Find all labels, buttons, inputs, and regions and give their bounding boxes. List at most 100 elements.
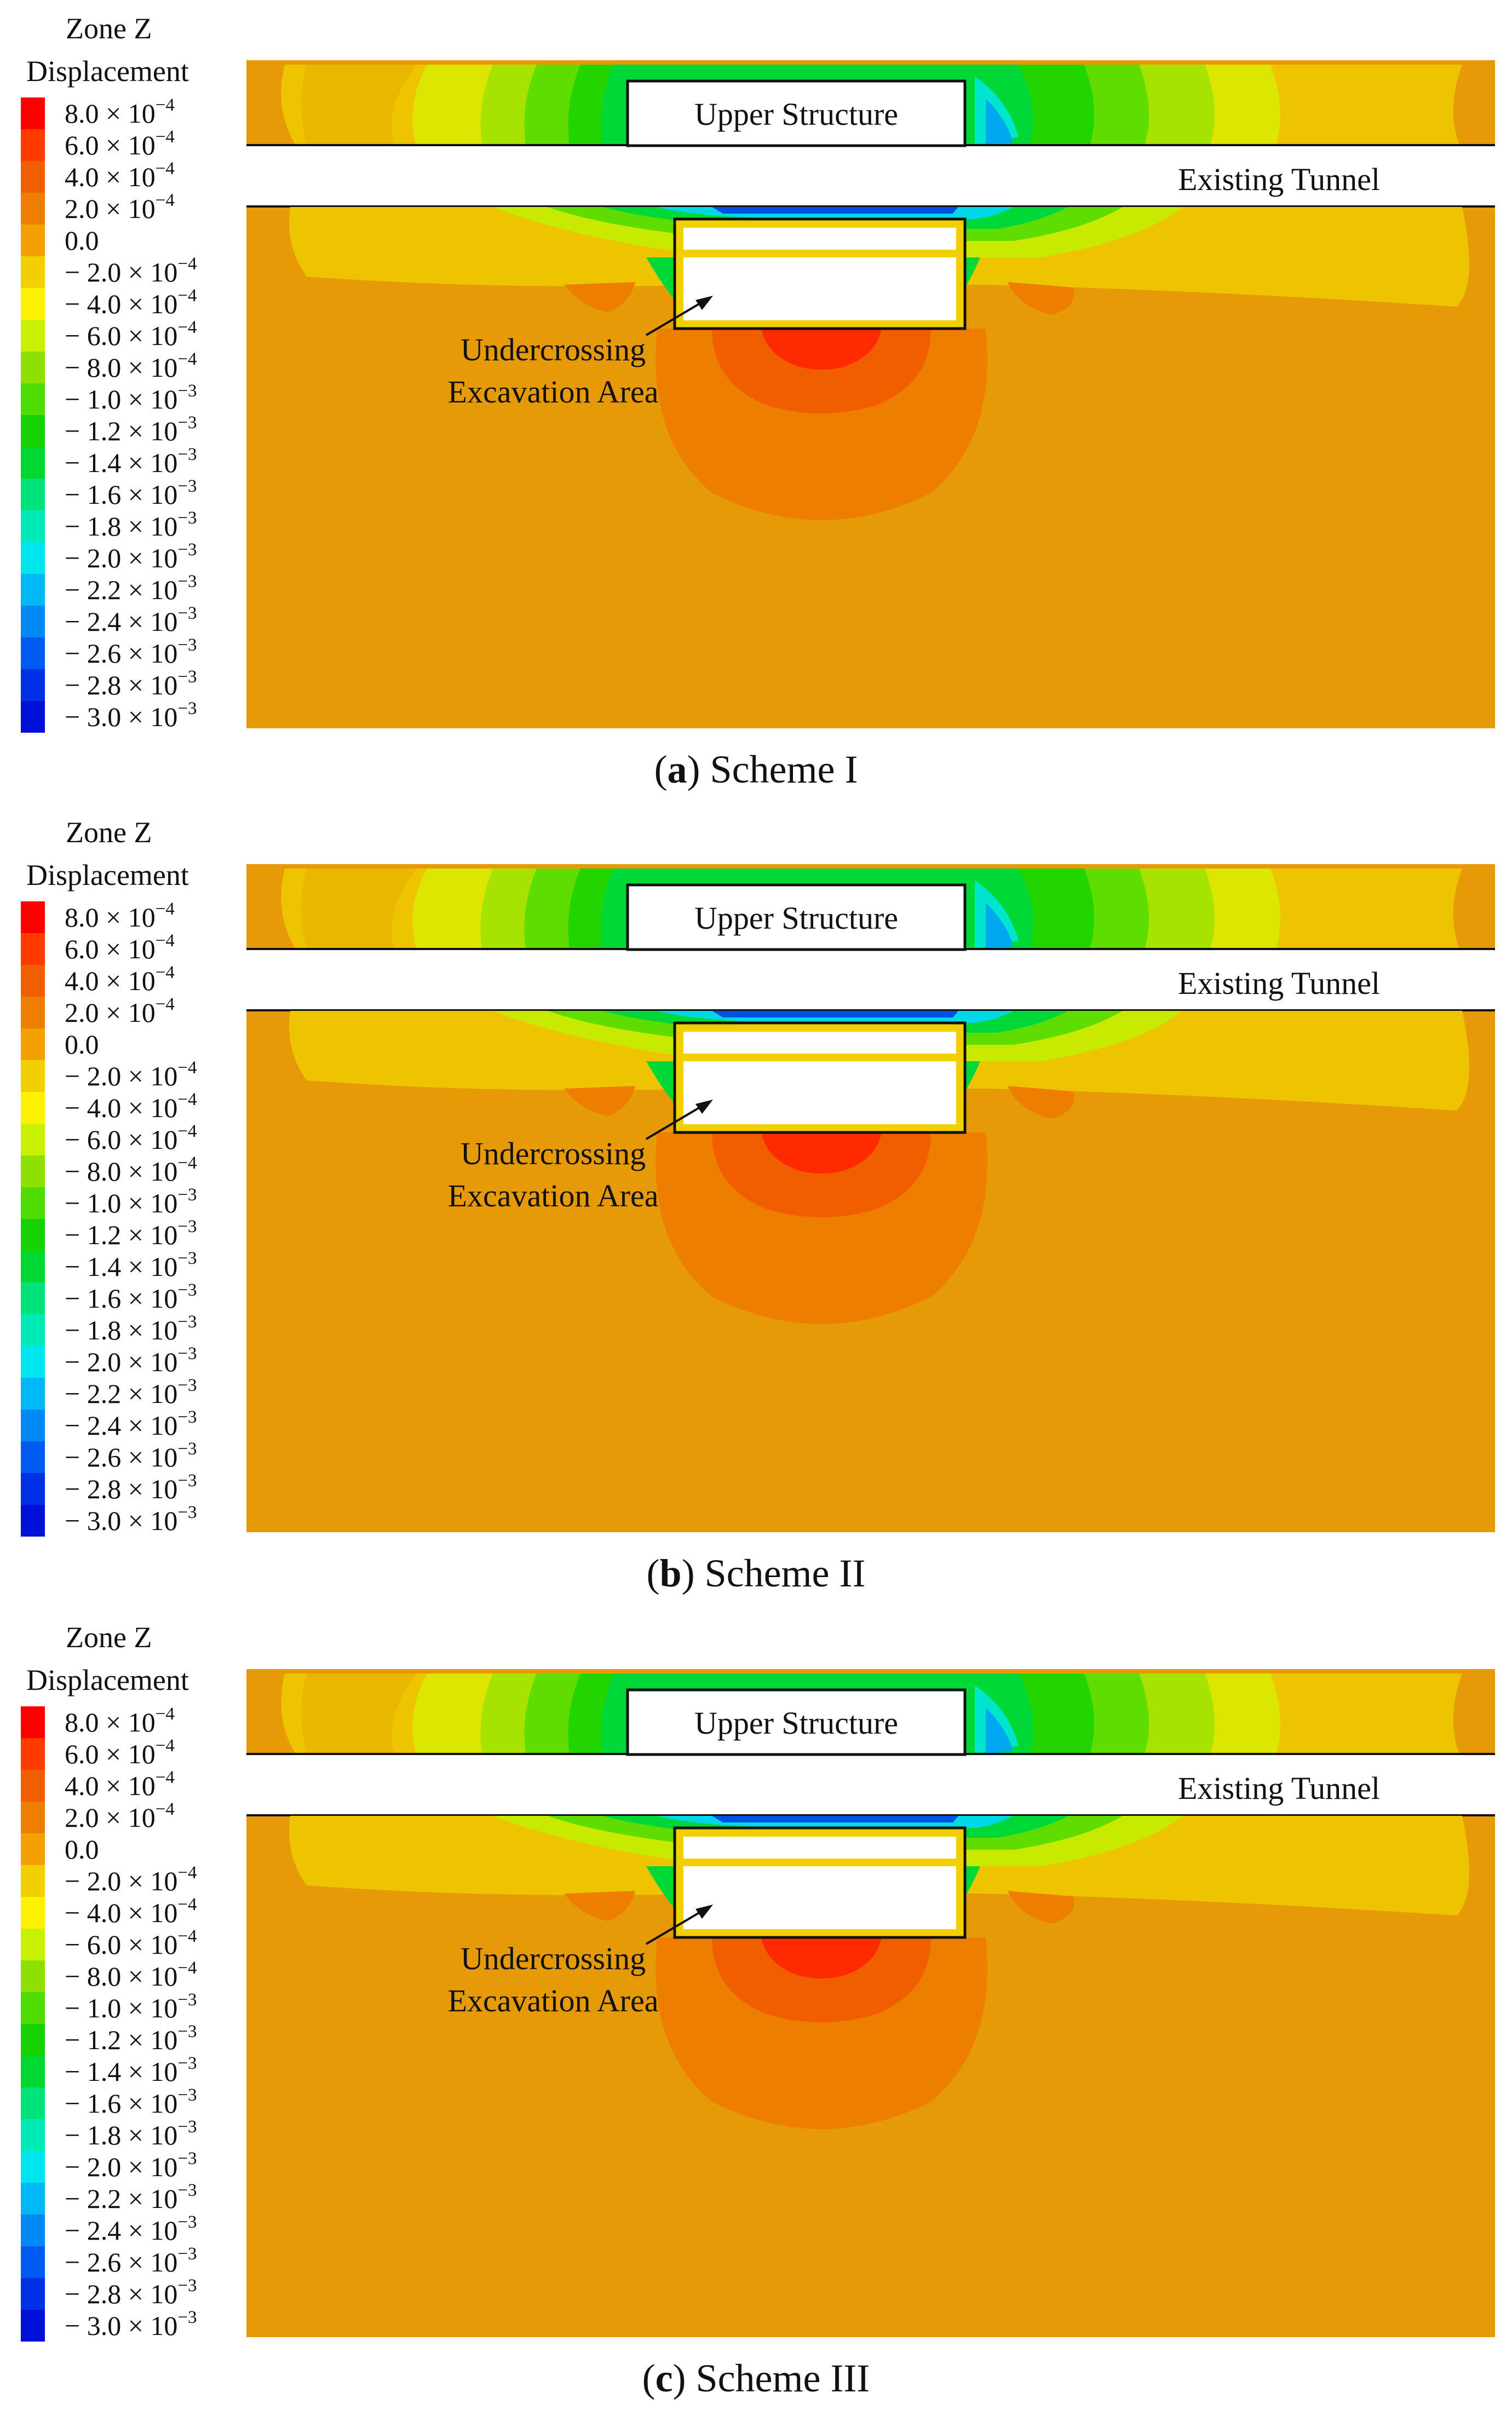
legend-tick: − 2.6 × 10−3 bbox=[65, 1440, 197, 1473]
legend-swatch bbox=[21, 1897, 45, 1929]
legend-tick-exponent: −3 bbox=[177, 2085, 197, 2105]
legend-swatch bbox=[21, 288, 45, 320]
legend-tick-times: × 10 bbox=[128, 1347, 178, 1377]
legend-swatch bbox=[21, 383, 45, 415]
legend-tick: − 2.2 × 10−3 bbox=[65, 573, 197, 606]
legend-tick-exponent: −3 bbox=[177, 445, 197, 464]
legend-tick-times: × 10 bbox=[128, 1156, 178, 1187]
legend-swatch bbox=[21, 415, 45, 447]
legend-tick: − 1.4 × 10−3 bbox=[65, 2054, 197, 2087]
legend-tick-times: × 10 bbox=[128, 1866, 178, 1896]
legend-tick-exponent: −3 bbox=[177, 2308, 197, 2327]
legend-tick-mantissa: − 8.0 bbox=[65, 1961, 122, 1992]
legend-swatch bbox=[21, 1992, 45, 2024]
legend-tick-times: × 10 bbox=[128, 1061, 178, 1091]
scheme-panel-a: Zone Z Displacement 8.0 × 10−4 6.0 × 10−4… bbox=[0, 0, 1512, 805]
legend-tick: − 2.0 × 10−3 bbox=[65, 541, 197, 574]
legend-swatch bbox=[21, 2278, 45, 2310]
legend-tick: − 1.2 × 10−3 bbox=[65, 414, 197, 447]
legend-tick-times: × 10 bbox=[128, 574, 178, 605]
existing-tunnel-void bbox=[246, 145, 1495, 206]
legend-tick-mantissa: − 1.6 bbox=[65, 479, 122, 510]
legend-tick-times: × 10 bbox=[106, 997, 156, 1028]
legend-swatch bbox=[21, 1738, 45, 1770]
legend-tick-times: × 10 bbox=[128, 2120, 178, 2150]
legend-tick-mantissa: − 2.0 bbox=[65, 1866, 122, 1896]
legend-tick-mantissa: 0.0 bbox=[65, 1834, 99, 1865]
legend-tick-exponent: −4 bbox=[177, 349, 197, 369]
excavation-arrow bbox=[645, 1905, 713, 1945]
legend-tick-mantissa: − 6.0 bbox=[65, 320, 122, 351]
upper-structure-label: Upper Structure bbox=[694, 900, 898, 936]
upper-structure-box bbox=[626, 79, 967, 147]
displacement-contour-field: Upper Structure Existing Tunnel Undercro… bbox=[246, 1669, 1495, 2337]
existing-tunnel-label: Existing Tunnel bbox=[1178, 965, 1380, 1001]
legend-tick-times: × 10 bbox=[128, 1505, 178, 1536]
legend-swatch bbox=[21, 129, 45, 161]
legend-tick-times: × 10 bbox=[128, 1092, 178, 1123]
legend-tick-exponent: −3 bbox=[177, 1471, 197, 1491]
legend-tick-exponent: −3 bbox=[177, 1376, 197, 1395]
legend-tick-mantissa: − 2.6 bbox=[65, 2247, 122, 2277]
legend-tick: − 6.0 × 10−4 bbox=[65, 1928, 197, 1960]
legend-tick-mantissa: − 2.2 bbox=[65, 2183, 122, 2214]
legend-tick-mantissa: − 8.0 bbox=[65, 1156, 122, 1187]
legend-tick-exponent: −3 bbox=[177, 2054, 197, 2073]
legend-swatch bbox=[21, 1187, 45, 1219]
legend-tick-mantissa: − 1.8 bbox=[65, 2120, 122, 2150]
legend-tick-mantissa: − 2.2 bbox=[65, 574, 122, 605]
legend-tick: − 2.4 × 10−3 bbox=[65, 605, 197, 637]
legend-tick: 0.0 bbox=[65, 1028, 99, 1060]
legend-tick-mantissa: − 8.0 bbox=[65, 352, 122, 383]
panel-caption: (b) Scheme II bbox=[646, 1551, 866, 1595]
legend-tick-mantissa: − 2.2 bbox=[65, 1378, 122, 1409]
legend-tick-times: × 10 bbox=[106, 965, 156, 996]
legend-tick: − 4.0 × 10−4 bbox=[65, 1896, 197, 1929]
legend-swatch bbox=[21, 1960, 45, 1992]
legend-tick-exponent: −3 bbox=[177, 476, 197, 496]
excavation-label-line2: Excavation Area bbox=[448, 1178, 659, 1213]
excavation-label-line2: Excavation Area bbox=[448, 1983, 659, 2018]
legend-title: Zone Z bbox=[66, 1621, 152, 1654]
legend-swatch bbox=[21, 2151, 45, 2183]
legend-swatch bbox=[21, 1441, 45, 1473]
legend-swatch bbox=[21, 2024, 45, 2056]
excavation-label-line1: Undercrossing bbox=[461, 1136, 646, 1171]
legend-tick-mantissa: 8.0 bbox=[65, 902, 99, 933]
legend-tick-exponent: −3 bbox=[177, 2117, 197, 2137]
displacement-contour-field: Upper Structure Existing Tunnel Undercro… bbox=[246, 864, 1495, 1532]
legend-tick-mantissa: 2.0 bbox=[65, 193, 99, 224]
legend-tick-mantissa: 6.0 bbox=[65, 934, 99, 964]
legend-swatch bbox=[21, 901, 45, 933]
legend-tick: − 2.0 × 10−4 bbox=[65, 1864, 197, 1897]
legend-swatch bbox=[21, 510, 45, 542]
legend-tick-times: × 10 bbox=[128, 638, 178, 669]
legend-tick-mantissa: 4.0 bbox=[65, 1770, 99, 1801]
legend-tick-exponent: −3 bbox=[177, 1407, 197, 1427]
legend-tick-times: × 10 bbox=[128, 543, 178, 573]
legend-tick-mantissa: − 6.0 bbox=[65, 1929, 122, 1960]
legend-title: Zone Z bbox=[66, 12, 152, 45]
legend-tick-times: × 10 bbox=[128, 1993, 178, 2023]
legend-tick-mantissa: − 3.0 bbox=[65, 701, 122, 732]
panel-letter: a bbox=[667, 747, 687, 791]
legend-tick-exponent: −3 bbox=[177, 1217, 197, 1236]
legend-tick: − 2.6 × 10−3 bbox=[65, 636, 197, 669]
legend-tick-times: × 10 bbox=[128, 1474, 178, 1504]
legend-tick-exponent: −3 bbox=[177, 2276, 197, 2296]
legend-tick: − 2.0 × 10−3 bbox=[65, 1345, 197, 1378]
excavation-label-line1: Undercrossing bbox=[461, 332, 646, 367]
legend-tick-times: × 10 bbox=[128, 1124, 178, 1155]
legend-swatch bbox=[21, 1092, 45, 1124]
legend-swatch bbox=[21, 1155, 45, 1187]
legend-tick-times: × 10 bbox=[128, 2088, 178, 2119]
upper-structure-box bbox=[626, 883, 967, 951]
excavation-label-line2: Excavation Area bbox=[448, 374, 659, 410]
legend-tick-exponent: −3 bbox=[177, 667, 197, 687]
panel-letter: b bbox=[659, 1551, 682, 1595]
legend-tick-exponent: −4 bbox=[155, 191, 175, 210]
legend-tick-times: × 10 bbox=[128, 1251, 178, 1282]
panel-caption: (a) Scheme I bbox=[654, 747, 858, 791]
legend-swatch bbox=[21, 1865, 45, 1897]
legend-colorbar bbox=[21, 1706, 45, 2342]
